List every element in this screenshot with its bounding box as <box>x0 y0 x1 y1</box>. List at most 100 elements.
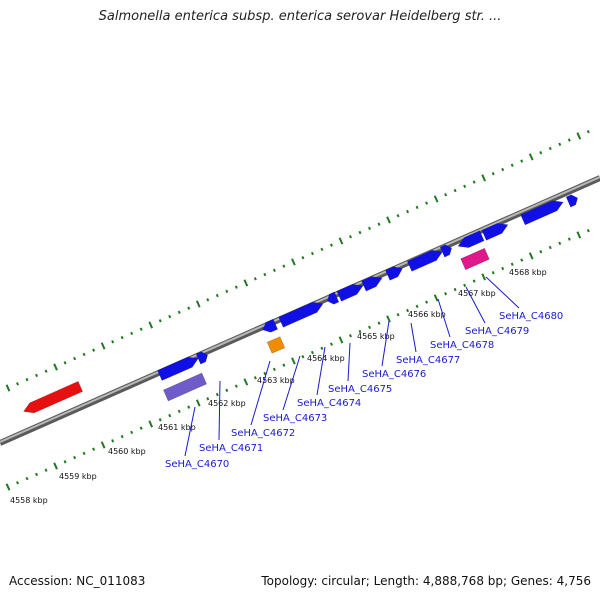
upper-tick-track <box>5 130 590 392</box>
tick-mark <box>377 321 381 325</box>
gene-label: SeHA_C4679 <box>465 326 529 337</box>
tick-mark <box>510 262 514 266</box>
tick-mark <box>520 159 524 163</box>
gene-forward-arrow <box>361 276 383 292</box>
tick-mark <box>206 298 210 302</box>
gene-forward-arrow <box>406 249 444 272</box>
gene-forward-arrow <box>195 351 208 365</box>
tick-mark <box>5 483 11 491</box>
tick-mark <box>444 292 448 296</box>
tick-mark <box>92 447 96 451</box>
tick-mark <box>491 172 495 176</box>
gene-forward-arrow <box>278 301 324 328</box>
tick-mark <box>272 367 276 372</box>
tick-mark <box>558 142 562 146</box>
tick-mark <box>130 430 134 435</box>
tick-mark <box>187 306 191 310</box>
tick-mark <box>386 315 391 323</box>
tick-mark <box>415 205 419 210</box>
tick-mark <box>291 258 296 266</box>
kbp-label: 4560 kbp <box>108 447 146 456</box>
tick-mark <box>16 481 19 485</box>
gene-orange-box <box>266 336 286 354</box>
gene-forward-arrow <box>481 223 509 241</box>
tick-mark <box>567 237 571 241</box>
tick-mark <box>406 308 410 313</box>
tick-mark <box>139 426 143 430</box>
tick-mark <box>433 195 439 203</box>
lower-tick-track <box>5 229 590 491</box>
tick-mark <box>148 321 154 329</box>
gene-forward-arrow <box>327 291 340 305</box>
kbp-label: 4568 kbp <box>509 268 547 277</box>
tick-mark <box>253 277 257 281</box>
tick-mark <box>358 230 362 235</box>
tick-mark <box>63 361 67 365</box>
gene-forward-arrow <box>262 318 278 333</box>
kbp-label: 4565 kbp <box>357 332 395 341</box>
tick-mark <box>215 293 219 298</box>
tick-mark <box>177 310 181 315</box>
gene-forward-arrow <box>457 230 485 248</box>
tick-mark <box>349 235 352 239</box>
tick-mark <box>368 325 371 330</box>
tick-mark <box>301 256 305 260</box>
tick-mark <box>243 279 249 287</box>
gene-forward-arrow <box>157 356 199 381</box>
gene-label: SeHA_C4680 <box>499 311 563 322</box>
tick-mark <box>453 287 457 292</box>
tick-mark <box>53 363 58 371</box>
gene-label: SeHA_C4671 <box>199 443 263 454</box>
gene-label: SeHA_C4674 <box>297 398 361 409</box>
tick-mark <box>396 313 400 317</box>
tick-mark <box>453 188 457 193</box>
label-connector <box>282 355 301 411</box>
tick-mark <box>5 384 11 392</box>
gene-label: SeHA_C4672 <box>231 428 295 439</box>
tick-mark <box>558 241 562 245</box>
tick-mark <box>73 455 77 460</box>
tick-mark <box>225 289 229 294</box>
tick-mark <box>368 226 371 231</box>
tick-mark <box>82 352 86 357</box>
label-connector <box>184 406 196 457</box>
gene-label: SeHA_C4670 <box>165 459 229 470</box>
tick-mark <box>310 350 314 355</box>
tick-mark <box>25 476 29 481</box>
gene-pink-box <box>460 247 490 271</box>
tick-mark <box>44 369 48 373</box>
kbp-label: 4558 kbp <box>10 496 48 505</box>
gene-label: SeHA_C4677 <box>396 355 460 366</box>
tick-mark <box>92 348 96 352</box>
label-connector <box>437 298 451 338</box>
tick-mark <box>528 252 534 260</box>
kbp-label: 4567 kbp <box>458 289 496 298</box>
tick-mark <box>16 382 19 386</box>
gene-features <box>23 194 578 414</box>
tick-mark <box>539 250 543 254</box>
label-connector <box>410 322 417 353</box>
tick-mark <box>243 378 249 386</box>
tick-mark <box>433 294 439 302</box>
gene-reverse-arrow <box>23 381 83 414</box>
tick-mark <box>195 399 201 407</box>
tick-mark <box>501 266 505 271</box>
tick-mark <box>215 392 219 397</box>
label-connector <box>218 380 221 441</box>
tick-mark <box>472 279 476 283</box>
tick-mark <box>177 409 181 414</box>
kbp-label: 4566 kbp <box>408 310 446 319</box>
tick-mark <box>25 377 29 382</box>
tick-mark <box>338 336 344 344</box>
tick-mark <box>63 460 67 464</box>
gene-forward-arrow <box>520 200 564 226</box>
label-connector <box>316 346 326 396</box>
kbp-label: 4564 kbp <box>307 354 345 363</box>
genome-summary-text: Topology: circular; Length: 4,888,768 bp… <box>261 574 591 588</box>
tick-mark <box>415 304 419 309</box>
tick-mark <box>195 300 201 308</box>
kbp-labels: 4558 kbp 4559 kbp 4560 kbp 4561 kbp 4562 kbp… <box>10 268 547 505</box>
tick-mark <box>168 413 172 418</box>
tick-mark <box>472 180 476 184</box>
